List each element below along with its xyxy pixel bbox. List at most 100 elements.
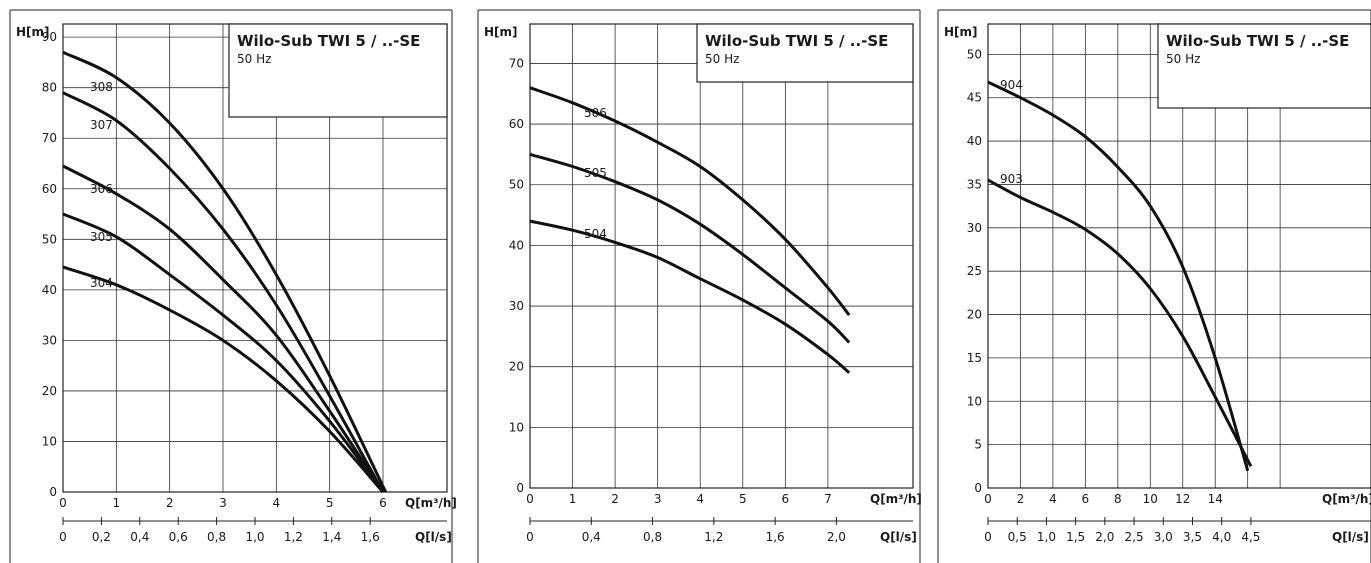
y-tick-label: 50 xyxy=(967,47,982,61)
secondary-tick-label: 1,2 xyxy=(284,530,303,544)
chart-subtitle: 50 Hz xyxy=(237,52,271,66)
secondary-axis-label: Q[l/s] xyxy=(880,530,917,544)
y-tick-label: 0 xyxy=(974,481,982,495)
x-tick-label: 1 xyxy=(569,492,577,506)
y-tick-label: 50 xyxy=(509,178,524,192)
chart-subtitle: 50 Hz xyxy=(705,52,739,66)
x-tick-label: 10 xyxy=(1143,492,1158,506)
curve-label-306: 306 xyxy=(90,182,113,196)
chart-subtitle: 50 Hz xyxy=(1166,52,1200,66)
secondary-tick-label: 4,0 xyxy=(1212,530,1231,544)
y-tick-label: 20 xyxy=(967,308,982,322)
x-axis-label: Q[m³/h] xyxy=(870,492,922,506)
y-tick-label: 40 xyxy=(509,238,524,252)
curve-306 xyxy=(62,164,385,493)
secondary-tick-label: 1,0 xyxy=(245,530,264,544)
y-tick-label: 30 xyxy=(42,333,57,347)
secondary-tick-label: 0 xyxy=(526,530,534,544)
curve-308 xyxy=(62,50,388,493)
curve-label-504: 504 xyxy=(584,227,607,241)
y-axis-label: H[m] xyxy=(16,25,50,39)
chart-title: Wilo-Sub TWI 5 / ..-SE xyxy=(237,32,420,50)
chart-title: Wilo-Sub TWI 5 / ..-SE xyxy=(1166,32,1349,50)
x-tick-label: 0 xyxy=(59,496,67,510)
x-tick-label: 4 xyxy=(273,496,281,510)
secondary-tick-label: 0,8 xyxy=(643,530,662,544)
x-axis-label: Q[m³/h] xyxy=(405,496,457,510)
curve-label-903: 903 xyxy=(1000,172,1023,186)
curve-903 xyxy=(987,178,1253,467)
y-tick-label: 10 xyxy=(509,420,524,434)
curve-504 xyxy=(529,219,851,374)
x-tick-label: 0 xyxy=(526,492,534,506)
secondary-tick-label: 1,6 xyxy=(361,530,380,544)
y-tick-label: 30 xyxy=(509,299,524,313)
y-tick-label: 10 xyxy=(42,434,57,448)
secondary-tick-label: 2,0 xyxy=(827,530,846,544)
curve-label-308: 308 xyxy=(90,80,113,94)
y-tick-label: 40 xyxy=(42,283,57,297)
curve-505 xyxy=(529,152,851,344)
title-box xyxy=(696,23,914,83)
y-tick-label: 80 xyxy=(42,81,57,95)
x-tick-label: 2 xyxy=(166,496,174,510)
y-tick-label: 20 xyxy=(42,384,57,398)
x-tick-label: 14 xyxy=(1208,492,1223,506)
secondary-tick-label: 0,4 xyxy=(582,530,601,544)
curve-506 xyxy=(529,86,851,317)
secondary-tick-label: 4,5 xyxy=(1241,530,1260,544)
secondary-tick-label: 1,4 xyxy=(322,530,341,544)
plot-frame xyxy=(529,23,914,489)
secondary-tick-label: 0,2 xyxy=(92,530,111,544)
secondary-tick-label: 2,5 xyxy=(1125,530,1144,544)
x-tick-label: 12 xyxy=(1175,492,1190,506)
y-tick-label: 20 xyxy=(509,360,524,374)
secondary-tick-label: 0,8 xyxy=(207,530,226,544)
secondary-tick-label: 0 xyxy=(59,530,67,544)
y-tick-label: 90 xyxy=(42,30,57,44)
y-tick-label: 70 xyxy=(42,131,57,145)
secondary-tick-label: 0 xyxy=(984,530,992,544)
y-tick-label: 60 xyxy=(509,117,524,131)
chart-title: Wilo-Sub TWI 5 / ..-SE xyxy=(705,32,888,50)
y-tick-label: 5 xyxy=(974,438,982,452)
secondary-tick-label: 3,5 xyxy=(1183,530,1202,544)
title-box xyxy=(1157,23,1371,109)
x-tick-label: 6 xyxy=(782,492,790,506)
secondary-tick-label: 0,4 xyxy=(130,530,149,544)
x-tick-label: 3 xyxy=(219,496,227,510)
x-tick-label: 6 xyxy=(379,496,387,510)
y-tick-label: 70 xyxy=(509,56,524,70)
x-tick-label: 1 xyxy=(113,496,121,510)
y-tick-label: 15 xyxy=(967,351,982,365)
x-tick-label: 3 xyxy=(654,492,662,506)
x-tick-label: 2 xyxy=(1017,492,1025,506)
x-tick-label: 6 xyxy=(1082,492,1090,506)
secondary-axis-label: Q[l/s] xyxy=(415,530,452,544)
curve-label-904: 904 xyxy=(1000,78,1023,92)
y-tick-label: 50 xyxy=(42,232,57,246)
secondary-tick-label: 0,6 xyxy=(169,530,188,544)
secondary-tick-label: 3,0 xyxy=(1154,530,1173,544)
x-tick-label: 4 xyxy=(1049,492,1057,506)
secondary-tick-label: 1,6 xyxy=(766,530,785,544)
x-tick-label: 5 xyxy=(739,492,747,506)
x-tick-label: 0 xyxy=(984,492,992,506)
y-tick-label: 35 xyxy=(967,177,982,191)
y-tick-label: 0 xyxy=(49,485,57,499)
curve-904 xyxy=(987,80,1250,472)
x-tick-label: 2 xyxy=(611,492,619,506)
curve-304 xyxy=(62,265,385,493)
secondary-tick-label: 1,5 xyxy=(1066,530,1085,544)
y-axis-label: H[m] xyxy=(484,25,518,39)
y-tick-label: 30 xyxy=(967,221,982,235)
x-axis-label: Q[m³/h] xyxy=(1322,492,1371,506)
x-tick-label: 8 xyxy=(1114,492,1122,506)
secondary-tick-label: 0,5 xyxy=(1008,530,1027,544)
y-tick-label: 10 xyxy=(967,394,982,408)
secondary-tick-label: 1,0 xyxy=(1037,530,1056,544)
